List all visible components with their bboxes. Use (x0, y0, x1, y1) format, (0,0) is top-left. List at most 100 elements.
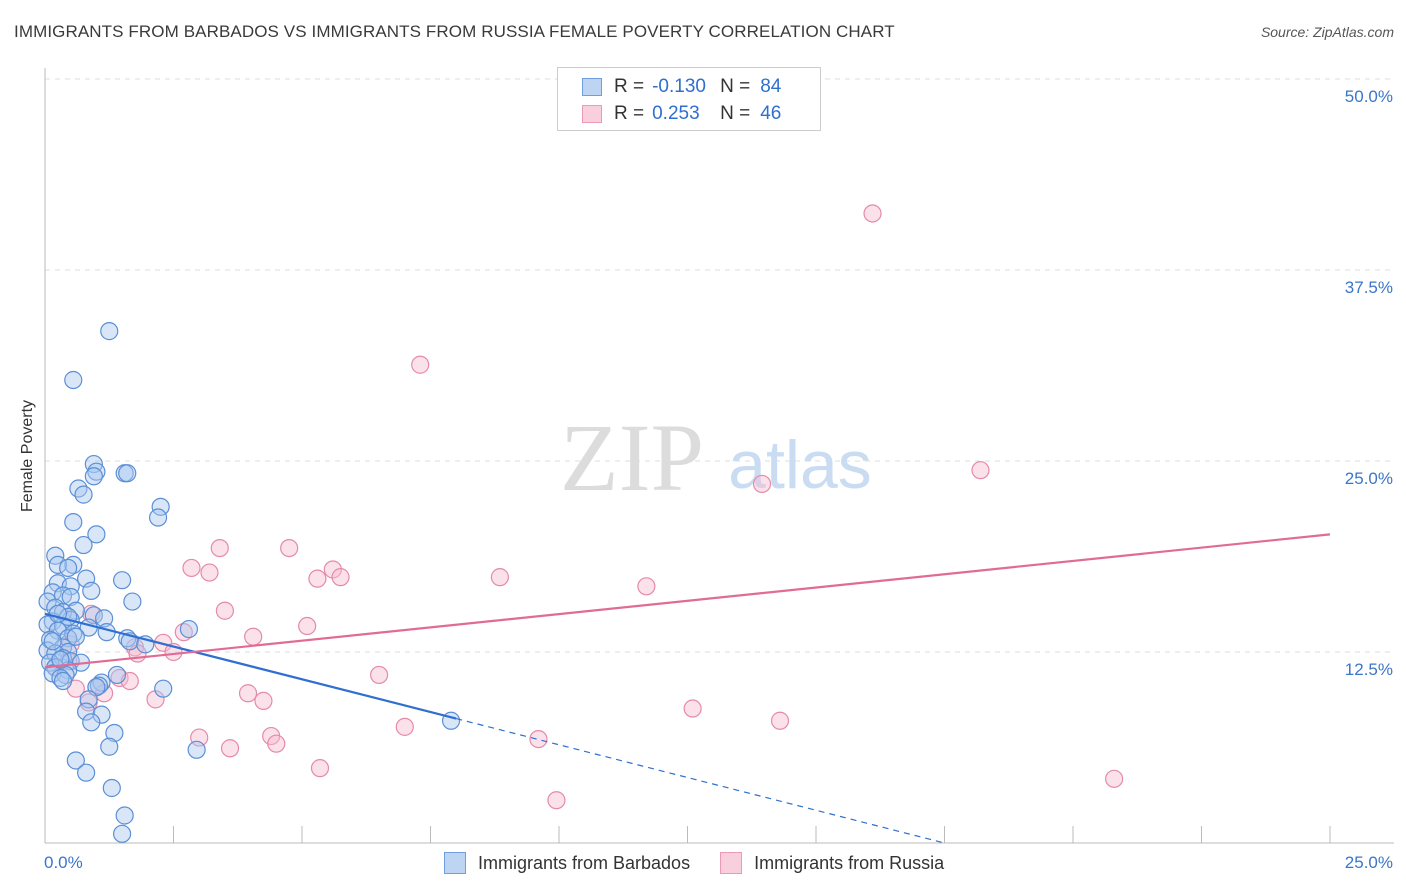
barbados-point (115, 806, 134, 825)
barbados-point (66, 627, 85, 646)
russia-point (280, 538, 299, 558)
barbados-point (43, 583, 62, 602)
barbados-points (38, 322, 461, 843)
y-tick-label: 25.0% (1344, 469, 1393, 488)
watermark-zip: ZIP (560, 404, 704, 511)
russia-point (298, 616, 317, 636)
russia-point (1105, 769, 1124, 788)
series-legend: Immigrants from Barbados Immigrants from… (444, 852, 974, 874)
russia-point (529, 729, 548, 749)
series-label-russia: Immigrants from Russia (754, 852, 945, 873)
legend-swatch-barbados (582, 78, 602, 96)
russia-point (308, 569, 327, 588)
barbados-point (187, 740, 206, 759)
legend-n-label: N = (720, 103, 751, 124)
russia-point (323, 560, 342, 579)
legend-r-value: 0.253 (652, 103, 700, 124)
barbados-point (64, 513, 83, 532)
legend-r-label: R = (614, 103, 645, 124)
legend-row-barbados: R = -0.130 N = 84 (582, 75, 781, 99)
barbados-point (112, 571, 132, 590)
russia-point (331, 568, 350, 587)
barbados-point (74, 535, 93, 555)
barbados-point (48, 555, 67, 575)
russia-point (220, 739, 240, 758)
russia-point (547, 791, 566, 810)
barbados-point (82, 713, 101, 732)
russia-point (683, 699, 702, 718)
barbados-point (148, 508, 168, 527)
russia-point (267, 734, 286, 753)
barbados-trend-line-extension (456, 717, 945, 844)
barbados-trend-line (44, 612, 457, 720)
series-legend-russia: Immigrants from Russia (720, 852, 944, 874)
correlation-legend: R = -0.130 N = 84 R = 0.253 N = 46 (557, 67, 821, 131)
russia-point (310, 759, 330, 778)
x-tick-label-max: 25.0% (1344, 853, 1393, 872)
russia-point (215, 601, 234, 620)
russia-point (752, 474, 772, 494)
barbados-point (179, 619, 199, 639)
barbados-point (92, 705, 111, 724)
barbados-point (84, 467, 103, 486)
barbados-point (100, 737, 119, 756)
barbados-point (154, 679, 173, 698)
russia-point (863, 204, 882, 223)
watermark-atlas: atlas (728, 427, 872, 503)
russia-point (238, 684, 258, 703)
barbados-point (112, 824, 132, 843)
barbados-point (77, 763, 96, 782)
barbados-point (100, 322, 119, 341)
russia-point (637, 577, 656, 596)
barbados-point (64, 555, 83, 575)
russia-point (210, 538, 229, 558)
barbados-point (82, 581, 101, 600)
russia-point (395, 717, 414, 736)
barbados-point (51, 650, 70, 669)
russia-point (254, 691, 273, 710)
legend-n-value: 84 (760, 76, 782, 97)
russia-point (174, 623, 193, 642)
barbados-point (87, 525, 106, 544)
russia-points (46, 204, 1124, 810)
source-credit: Source: ZipAtlas.com (1260, 24, 1394, 40)
barbados-point (151, 497, 170, 516)
russia-point (770, 711, 790, 730)
russia-point (490, 568, 509, 587)
series-legend-barbados: Immigrants from Barbados (444, 852, 690, 874)
russia-point (971, 461, 990, 480)
trend-lines (44, 533, 1331, 844)
russia-point (370, 665, 389, 685)
barbados-point (51, 668, 70, 688)
series-swatch-russia (720, 852, 743, 874)
barbados-point (77, 702, 96, 721)
legend-row-russia: R = 0.253 N = 46 (582, 102, 781, 126)
russia-point (182, 558, 201, 578)
barbados-point (43, 632, 62, 651)
x-tick-label-min: 0.0% (44, 853, 83, 872)
legend-swatch-russia (582, 105, 602, 123)
russia-trend-line (44, 533, 1331, 669)
russia-point (411, 355, 430, 374)
y-tick-label: 37.5% (1344, 278, 1393, 297)
legend-r-label: R = (614, 76, 645, 97)
axes (44, 68, 1394, 844)
barbados-point (59, 558, 78, 578)
russia-point (244, 627, 263, 646)
barbados-point (95, 609, 114, 628)
barbados-point (118, 464, 137, 483)
barbados-point (64, 370, 83, 390)
grid-lines (45, 78, 1394, 653)
barbados-point (107, 665, 127, 685)
barbados-point (59, 629, 78, 648)
y-tick-label: 50.0% (1344, 87, 1393, 106)
barbados-point (61, 577, 80, 596)
barbados-point (48, 604, 67, 623)
russia-point (200, 563, 219, 582)
barbados-point (123, 592, 142, 611)
barbados-point (53, 671, 73, 691)
barbados-point (102, 778, 121, 798)
chart-title: IMMIGRANTS FROM BARBADOS VS IMMIGRANTS F… (14, 22, 895, 41)
barbados-point (105, 723, 124, 743)
